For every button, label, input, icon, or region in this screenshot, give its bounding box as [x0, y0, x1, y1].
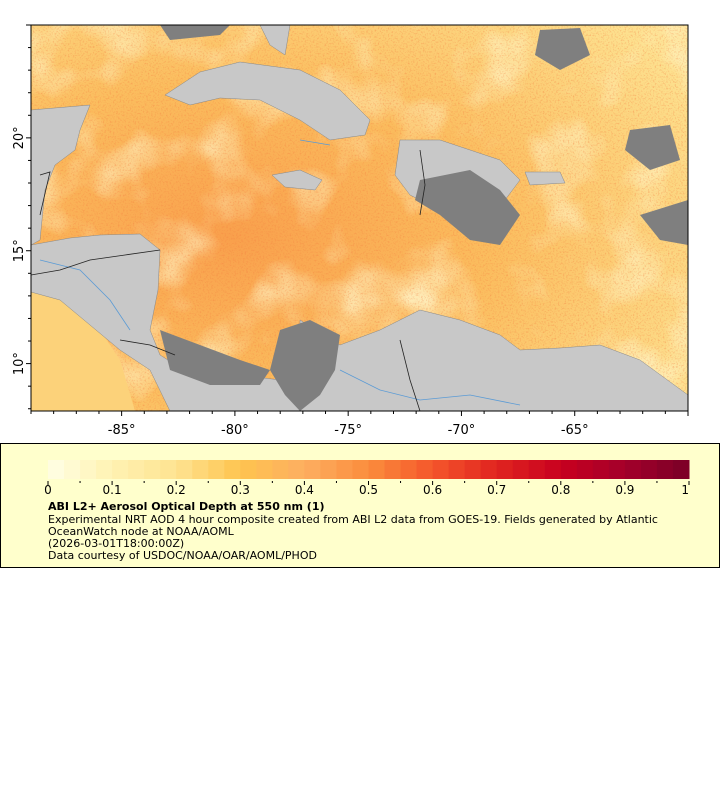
aod-map: -85° -80° -75° -70° -65° 20° 15° 10°	[12, 24, 689, 438]
colorbar-segment	[624, 460, 642, 479]
colorbar-segment	[416, 460, 434, 479]
colorbar-segment	[464, 460, 482, 479]
legend-summary-line-2: OceanWatch node at NOAA/AOML	[48, 525, 234, 538]
puerto-rico	[524, 171, 566, 186]
colorbar-segment	[608, 460, 626, 479]
colorbar-segment	[144, 460, 161, 479]
colorbar-segment	[208, 460, 225, 479]
colorbar-segment	[240, 460, 257, 479]
south-america	[299, 309, 688, 411]
colorbar-tick-label: 0.6	[423, 483, 442, 497]
colorbar-segment	[160, 460, 177, 479]
colorbar-tick-label: 0.3	[231, 483, 250, 497]
colorbar-segment	[512, 460, 530, 479]
colorbar-segment	[432, 460, 450, 479]
colorbar-segment	[576, 460, 594, 479]
legend-summary-line-1: Experimental NRT AOD 4 hour composite cr…	[48, 513, 658, 526]
y-tick-label: 15°	[12, 239, 27, 262]
colorbar-segment	[224, 460, 241, 479]
colorbar-segment	[544, 460, 562, 479]
y-tick-label: 20°	[12, 126, 27, 149]
colorbar-tick-label: 0.9	[615, 483, 634, 497]
x-tick-label: -70°	[448, 423, 476, 438]
colorbar-tick-label: 0.1	[103, 483, 122, 497]
colorbar-segment	[80, 460, 97, 479]
colorbar-segment	[320, 460, 337, 479]
florida	[259, 25, 291, 56]
colorbar-segment	[64, 460, 81, 479]
legend-panel: 0 0.1 0.2 0.3 0.4 0.5 0.6 0.7 0.8 0.9 1 ABI L2+ Ae…	[0, 443, 720, 568]
colorbar-segment	[288, 460, 305, 479]
colorbar-tick-label: 0.4	[295, 483, 314, 497]
yucatan	[31, 104, 91, 246]
colorbar-segment	[592, 460, 610, 479]
x-tick-label: -65°	[561, 423, 589, 438]
colorbar-segment	[192, 460, 209, 479]
colorbar-segment	[672, 460, 690, 479]
colorbar-segment	[480, 460, 498, 479]
x-tick-label: -80°	[221, 423, 249, 438]
cuba	[164, 61, 371, 141]
colorbar-segment	[560, 460, 578, 479]
country-borders	[31, 149, 426, 411]
colorbar-segment	[352, 460, 369, 479]
colorbar: 0 0.1 0.2 0.3 0.4 0.5 0.6 0.7 0.8 0.9 1	[44, 460, 690, 497]
colorbar-segment	[336, 460, 353, 479]
y-tick-label: 10°	[12, 352, 27, 375]
colorbar-tick-label: 0	[44, 483, 52, 497]
colorbar-segment	[496, 460, 514, 479]
colorbar-segment	[176, 460, 193, 479]
colorbar-segment	[400, 460, 418, 479]
pacific-ocean-aod	[31, 290, 135, 411]
no-data-areas	[160, 25, 688, 411]
x-tick-label: -75°	[334, 423, 362, 438]
colorbar-segment	[128, 460, 145, 479]
colorbar-tick-label: 0.8	[551, 483, 570, 497]
colorbar-segment	[528, 460, 546, 479]
colorbar-tick-label: 0.7	[487, 483, 506, 497]
rivers	[39, 139, 521, 406]
x-tick-label: -85°	[108, 423, 136, 438]
legend-title: ABI L2+ Aerosol Optical Depth at 550 nm …	[48, 500, 325, 513]
colorbar-segment	[256, 460, 273, 479]
colorbar-segment	[112, 460, 129, 479]
map-frame	[30, 24, 689, 412]
colorbar-segment	[96, 460, 113, 479]
colorbar-segment	[48, 460, 65, 479]
colorbar-tick-label: 0.5	[359, 483, 378, 497]
colorbar-tick-label: 0.2	[167, 483, 186, 497]
colorbar-segment	[448, 460, 466, 479]
legend-time: (2026-03-01T18:00:00Z)	[48, 537, 185, 550]
jamaica	[271, 169, 323, 191]
colorbar-segment	[656, 460, 674, 479]
latitude-axis: 20° 15° 10°	[12, 24, 31, 410]
colorbar-segment	[384, 460, 402, 479]
colorbar-tick-label: 1	[681, 483, 689, 497]
colorbar-segment	[640, 460, 658, 479]
colorbar-segment	[304, 460, 321, 479]
colorbar-segment	[368, 460, 386, 479]
colorbar-segment	[272, 460, 289, 479]
legend-credit: Data courtesy of USDOC/NOAA/OAR/AOML/PHO…	[48, 549, 317, 562]
longitude-axis: -85° -80° -75° -70° -65°	[30, 411, 689, 438]
land	[31, 25, 688, 411]
